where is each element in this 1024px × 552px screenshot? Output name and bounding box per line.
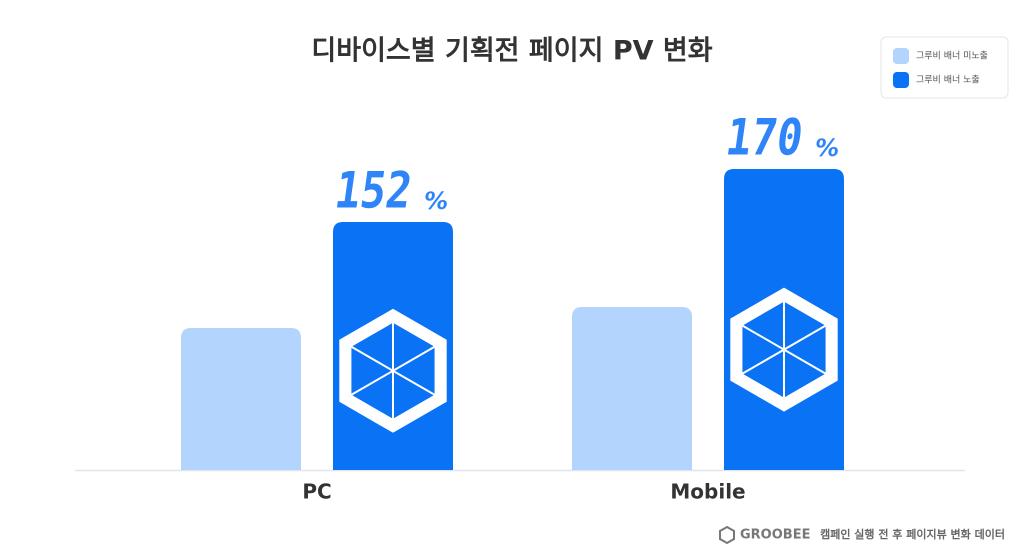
bar xyxy=(572,307,692,470)
legend-label: 그루비 배너 노출 xyxy=(916,75,980,86)
legend-swatch xyxy=(893,72,909,88)
legend-box xyxy=(880,36,1009,99)
bar-icon xyxy=(350,345,436,396)
chart-title: 디바이스별 기획전 페이지 PV 변화 xyxy=(311,36,712,67)
legend-label: 그루비 배너 미노출 xyxy=(916,51,988,62)
annotation-number: 152 xyxy=(331,161,415,220)
source: GROOBEE 캠페인 실행 전 후 페이지뷰 변화 데이터 xyxy=(719,525,1005,545)
annotation-unit: % xyxy=(422,187,450,215)
logo-icon xyxy=(719,525,735,545)
source-text: 캠페인 실행 전 후 페이지뷰 변화 데이터 xyxy=(820,527,1005,541)
annotation: 152% xyxy=(331,161,450,220)
source-brand: GROOBEE xyxy=(740,528,810,543)
bar xyxy=(181,328,301,470)
annotation-unit: % xyxy=(813,134,841,162)
x-tick-label: Mobile xyxy=(670,480,745,504)
bar-icon xyxy=(741,324,827,375)
annotation: 170% xyxy=(722,108,841,167)
annotation-number: 170 xyxy=(722,108,806,167)
x-tick-label: PC xyxy=(302,480,331,504)
legend-swatch xyxy=(893,48,909,64)
